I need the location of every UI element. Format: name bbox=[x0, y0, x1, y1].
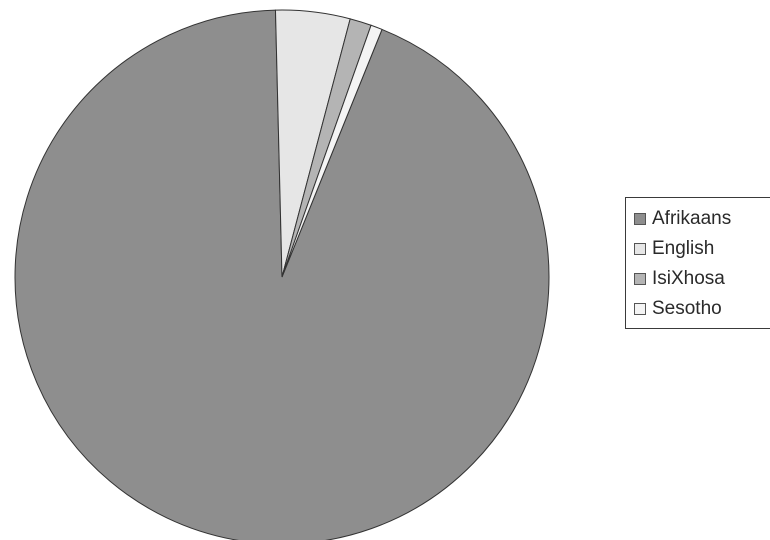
legend-swatch-isixhosa bbox=[634, 273, 646, 285]
pie-slice-sesotho bbox=[281, 24, 383, 278]
legend-label-afrikaans: Afrikaans bbox=[652, 208, 732, 229]
legend-swatch-english bbox=[634, 243, 646, 255]
legend-swatch-afrikaans bbox=[634, 213, 646, 225]
legend-label-english: English bbox=[652, 238, 715, 259]
legend: Afrikaans English IsiXhosa Sesotho bbox=[625, 197, 770, 329]
legend-label-sesotho: Sesotho bbox=[652, 298, 722, 319]
legend-item-isixhosa: IsiXhosa bbox=[634, 264, 770, 294]
legend-swatch-sesotho bbox=[634, 303, 646, 315]
pie-slices bbox=[14, 9, 550, 540]
legend-item-sesotho: Sesotho bbox=[634, 294, 770, 324]
legend-label-isixhosa: IsiXhosa bbox=[652, 268, 725, 289]
legend-item-afrikaans: Afrikaans bbox=[634, 204, 770, 234]
legend-item-english: English bbox=[634, 234, 770, 264]
